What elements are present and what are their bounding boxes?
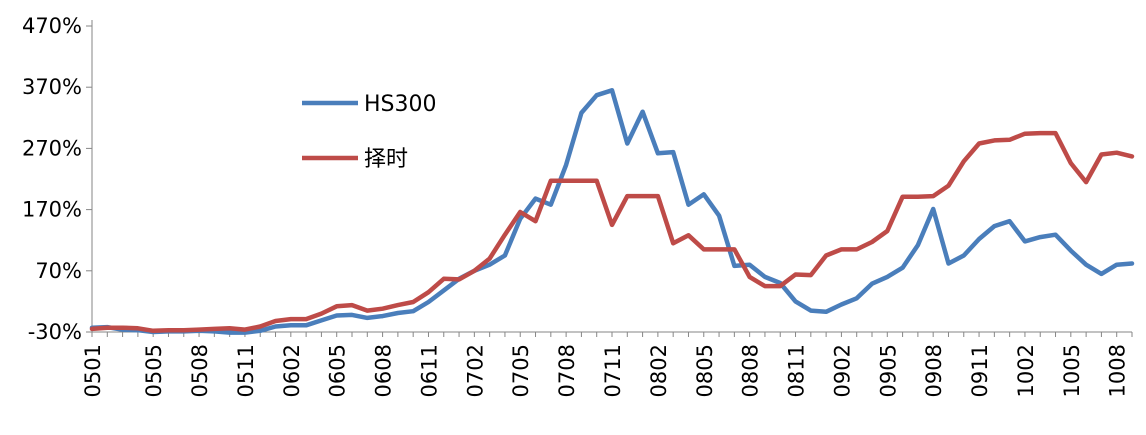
x-tick-label: 0808: [739, 344, 763, 397]
y-tick-label: 170%: [22, 198, 82, 222]
x-tick-label: 0702: [463, 344, 487, 397]
x-tick-label: 0802: [647, 344, 671, 397]
legend: HS300 择时: [302, 92, 437, 172]
x-tick-label: 0705: [509, 344, 533, 397]
x-tick-label: 0708: [555, 344, 579, 397]
x-tick-label: 0905: [876, 344, 900, 397]
x-tick-label: 0911: [968, 344, 992, 397]
x-tick-label: 1005: [1060, 344, 1084, 397]
x-tick-label: 0611: [417, 344, 441, 397]
series-lines: [89, 88, 1135, 335]
x-tick-label: 1002: [1014, 344, 1038, 397]
x-tick-label: 0805: [693, 344, 717, 397]
x-tick-label: 0505: [142, 344, 166, 397]
legend-label: HS300: [364, 92, 437, 117]
x-tick-label: 0605: [326, 344, 350, 397]
y-tick-label: 370%: [22, 75, 82, 99]
x-tick-label: 0711: [601, 344, 625, 397]
series-line-timing: [89, 130, 1135, 334]
x-tick-label: 0602: [280, 344, 304, 397]
x-tick-label: 0908: [922, 344, 946, 397]
series-line-hs300: [89, 88, 1135, 335]
x-tick-label: 0501: [81, 344, 105, 397]
axes: -30% 70% 170% 270% 370% 470% 0501 0505 0508 0511 0…: [22, 14, 1133, 397]
x-tick-label: 0902: [830, 344, 854, 397]
y-tick-label: 70%: [35, 259, 82, 283]
y-tick-label: -30%: [28, 320, 82, 344]
y-tick-label: 270%: [22, 136, 82, 160]
legend-label: 择时: [364, 147, 408, 172]
x-tick-label: 1008: [1106, 344, 1130, 397]
x-tick-label: 0508: [188, 344, 212, 397]
x-tick-label: 0608: [372, 344, 396, 397]
y-tick-label: 470%: [22, 14, 82, 38]
x-tick-label: 0811: [785, 344, 809, 397]
x-tick-label: 0511: [234, 344, 258, 397]
